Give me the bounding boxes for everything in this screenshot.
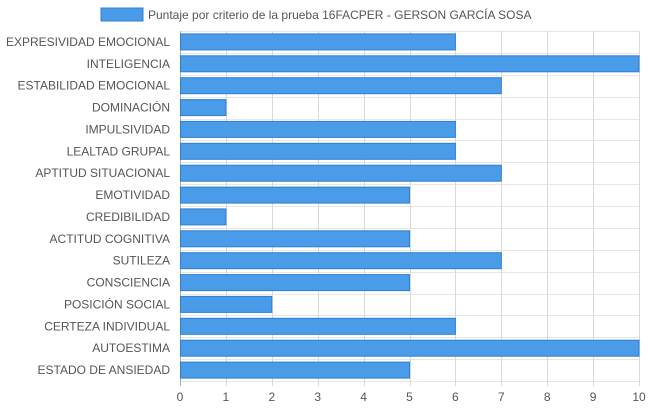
bar[interactable] [180, 99, 227, 117]
bar[interactable] [180, 55, 640, 73]
bar[interactable] [180, 295, 273, 313]
category-label: ESTADO DE ANSIEDAD [38, 363, 171, 377]
x-axis-labels: 0 1 2 3 4 5 6 7 8 9 10 [177, 390, 646, 404]
x-tick-label: 7 [498, 390, 505, 404]
category-label: CREDIBILIDAD [86, 210, 170, 224]
y-axis-labels: EXPRESIVIDAD EMOCIONAL INTELIGENCIA ESTABI… [6, 35, 170, 377]
legend-swatch [100, 7, 144, 22]
bar[interactable] [180, 77, 502, 95]
category-label: ESTABILIDAD EMOCIONAL [18, 79, 171, 93]
category-label: CERTEZA INDIVIDUAL [44, 319, 170, 333]
bar[interactable] [180, 230, 410, 248]
bars [180, 33, 640, 379]
x-tick-label: 5 [406, 390, 413, 404]
category-label: IMPULSIVIDAD [85, 122, 170, 136]
bar[interactable] [180, 208, 227, 226]
x-tick-label: 4 [360, 390, 367, 404]
x-tick-label: 8 [544, 390, 551, 404]
category-label: LEALTAD GRUPAL [67, 144, 171, 158]
bar[interactable] [180, 142, 456, 160]
category-label: AUTOESTIMA [92, 341, 170, 355]
bar[interactable] [180, 33, 456, 51]
bar[interactable] [180, 252, 502, 270]
category-label: EMOTIVIDAD [95, 188, 170, 202]
bar[interactable] [180, 317, 456, 335]
category-label: EXPRESIVIDAD EMOCIONAL [6, 35, 170, 49]
bar[interactable] [180, 120, 456, 138]
x-tick-label: 3 [314, 390, 321, 404]
x-tick-label: 2 [268, 390, 275, 404]
x-tick-label: 0 [177, 390, 184, 404]
bar[interactable] [180, 274, 410, 292]
category-label: ACTITUD COGNITIVA [50, 232, 170, 246]
category-label: SUTILEZA [113, 254, 170, 268]
category-label: INTELIGENCIA [87, 57, 170, 71]
x-tick-label: 10 [632, 390, 646, 404]
category-label: POSICIÓN SOCIAL [64, 296, 170, 311]
bar[interactable] [180, 361, 410, 379]
bar[interactable] [180, 164, 502, 182]
legend-label: Puntaje por criterio de la prueba 16FACP… [148, 7, 532, 22]
x-tick-label: 1 [223, 390, 230, 404]
bar[interactable] [180, 339, 640, 357]
legend[interactable]: Puntaje por criterio de la prueba 16FACP… [100, 7, 532, 22]
category-label: CONSCIENCIA [87, 276, 170, 290]
x-tick-label: 6 [452, 390, 459, 404]
category-label: APTITUD SITUACIONAL [35, 166, 170, 180]
category-label: DOMINACIÓN [92, 100, 170, 115]
bar[interactable] [180, 186, 410, 204]
x-tick-label: 9 [590, 390, 597, 404]
